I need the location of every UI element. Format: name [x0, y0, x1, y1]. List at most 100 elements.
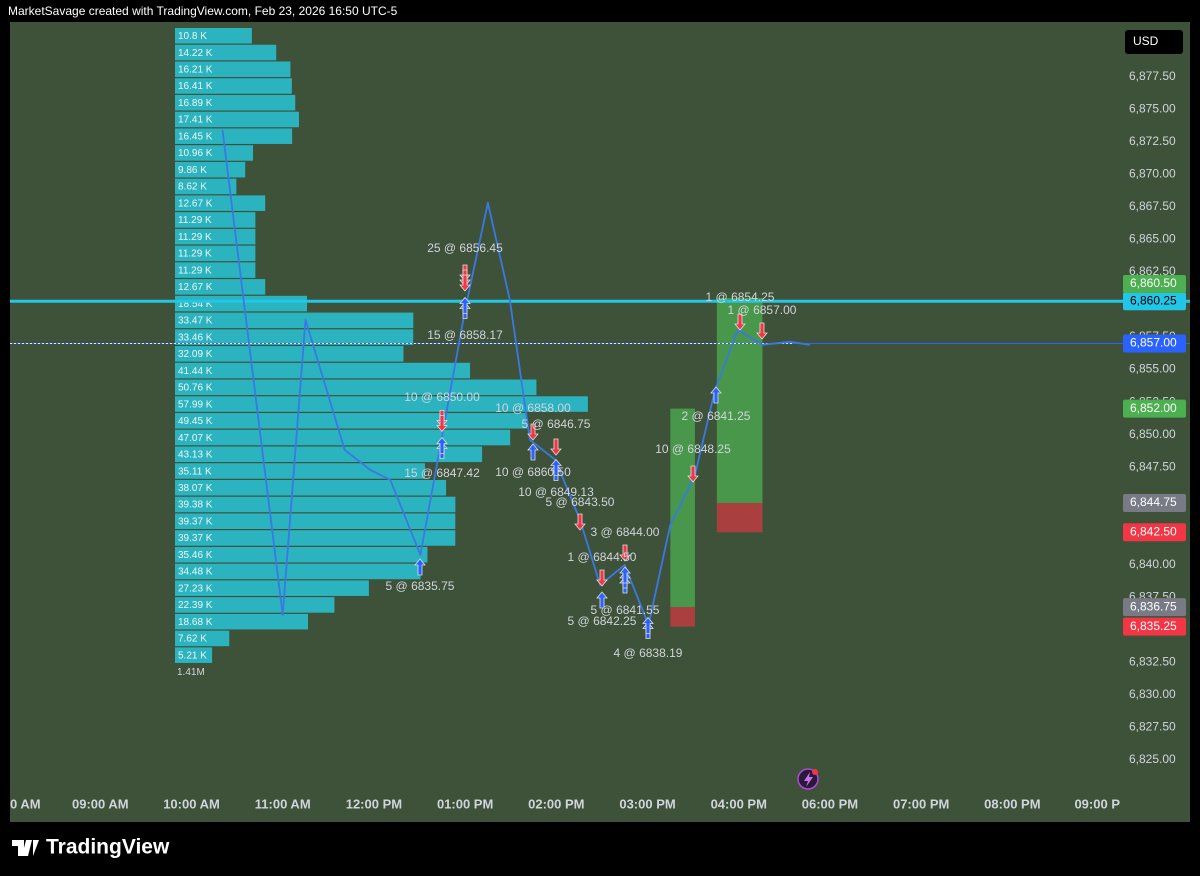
x-tick-label: 07:00 PM [893, 796, 949, 811]
trade-label: 5 @ 6843.50 [546, 495, 615, 509]
trade-label: 15 @ 6847.42 [404, 466, 480, 480]
trade-arrow [710, 386, 722, 404]
logo-mark [12, 840, 39, 856]
volume-label: 10.96 K [178, 148, 213, 159]
trade-arrow [550, 438, 562, 456]
currency[interactable]: USD [1133, 34, 1159, 48]
trade-arrow [527, 443, 539, 461]
y-tick-label: 6,832.50 [1129, 655, 1176, 669]
volume-bar [175, 111, 299, 128]
volume-label: 33.47 K [178, 316, 213, 327]
trade-arrow [642, 616, 654, 634]
profit-zone [716, 297, 763, 503]
volume-label: 39.38 K [178, 500, 213, 511]
x-tick-label: 01:00 PM [437, 796, 493, 811]
price-tag [1123, 334, 1186, 353]
volume-label: 27.23 K [178, 583, 213, 594]
volume-label: 39.37 K [178, 533, 213, 544]
y-tick-label: 6,830.00 [1129, 687, 1176, 701]
x-tick-label: 02:00 PM [528, 796, 584, 811]
trade-arrow [527, 423, 539, 441]
volume-label: 16.41 K [178, 81, 213, 92]
trade-label: 5 @ 6846.75 [522, 417, 591, 431]
x-tick-label: 09:00 AM [72, 796, 129, 811]
logo [12, 840, 39, 856]
trade-label: 1 @ 6857.00 [728, 303, 797, 317]
volume-bar [175, 28, 252, 44]
trade-label: 3 @ 6844.00 [591, 525, 660, 539]
x-tick-label: 03:00 PM [619, 796, 675, 811]
trade-arrow [734, 313, 746, 331]
volume-bar [175, 128, 293, 144]
trade-label: 10 @ 6850.00 [404, 390, 480, 404]
volume-label: 32.09 K [178, 349, 213, 360]
profit-zone [670, 408, 695, 608]
trade-marker [619, 566, 631, 594]
price-tag-label: 6,836.75 [1130, 599, 1177, 613]
volume-label: 43.13 K [178, 450, 213, 461]
price-tag [1123, 598, 1186, 617]
trade-label: 5 @ 6841.55 [591, 603, 660, 617]
x-tick-label: 09:00 P [1074, 796, 1120, 811]
volume-label: 16.21 K [178, 64, 213, 75]
trade-label: 1 @ 6844.50 [568, 550, 637, 564]
volume-bar [175, 145, 254, 161]
trade-marker [550, 438, 562, 456]
volume-label: 39.37 K [178, 516, 213, 527]
volume-bar [175, 78, 292, 94]
currency-box[interactable] [1125, 30, 1183, 54]
y-tick-label: 6,872.50 [1129, 134, 1176, 148]
volume-bar [175, 546, 428, 563]
volume-label: 10.8 K [178, 31, 207, 42]
volume-bar [175, 178, 237, 195]
volume-bar [175, 513, 456, 529]
volume-bar [175, 312, 414, 329]
volume-label: 11.29 K [178, 265, 212, 276]
trade-arrow [574, 513, 586, 531]
volume-label: 12.67 K [178, 282, 213, 293]
trade-marker [436, 436, 448, 459]
volume-bar [175, 44, 277, 61]
volume-label: 11.29 K [178, 215, 212, 226]
y-tick-label: 6,877.50 [1129, 69, 1176, 83]
alert-icon[interactable] [797, 768, 819, 790]
trade-label: 1 @ 6854.25 [706, 290, 775, 304]
alert-dot[interactable] [812, 769, 818, 775]
trade-arrow [550, 458, 562, 476]
volume-bar [175, 496, 456, 513]
volume-bar [175, 94, 296, 111]
volume-bar [175, 346, 404, 362]
volume-bar [175, 379, 537, 396]
trade-marker [436, 410, 448, 433]
volume-label: 49.45 K [178, 416, 213, 427]
price-tag [1123, 493, 1186, 512]
trade-arrow [436, 436, 448, 454]
price-line [221, 129, 811, 626]
volume-label: 14.22 K [178, 48, 213, 59]
y-tick-label: 6,870.00 [1129, 166, 1176, 180]
volume-label: 41.44 K [178, 366, 213, 377]
volume-bar [175, 580, 369, 596]
footer: TradingView [46, 836, 170, 859]
volume-label: 22.39 K [178, 600, 213, 611]
volume-bar [175, 212, 256, 228]
volume-bar [175, 597, 335, 613]
x-tick-label: 11:00 AM [255, 796, 311, 811]
y-tick-label: 6,847.50 [1129, 459, 1176, 473]
price-tag-label: 6,842.50 [1130, 524, 1177, 538]
y-tick-label: 6,865.00 [1129, 232, 1176, 246]
x-tick-label: 10:00 AM [163, 796, 220, 811]
volume-bar [175, 195, 266, 211]
loss-zone [670, 607, 695, 627]
trade-arrow [756, 322, 768, 340]
price-tag-label: 6,835.25 [1130, 619, 1177, 633]
volume-label: 18.54 K [178, 299, 213, 310]
volume-label: 57.99 K [178, 399, 213, 410]
alert-bolt[interactable] [804, 772, 813, 787]
trade-arrow [414, 558, 426, 576]
trade-marker [756, 322, 768, 340]
volume-label: 11.29 K [178, 249, 212, 260]
volume-label: 9.86 K [178, 165, 207, 176]
volume-label: 18.68 K [178, 617, 213, 628]
